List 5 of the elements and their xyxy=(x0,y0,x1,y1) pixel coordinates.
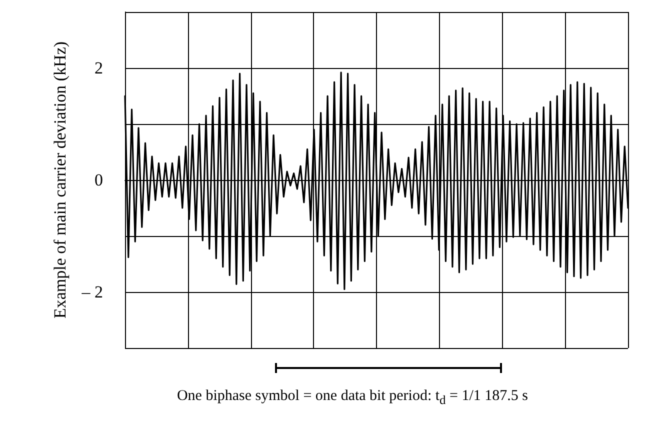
y-axis-title: Example of main carrier deviation (kHz) xyxy=(50,41,70,319)
y-tick-label: 2 xyxy=(94,58,103,78)
text: One biphase symbol = one data bit period: t$_{d}$ = 1/1 187.5 s xyxy=(176,388,530,408)
y-tick-label: – 2 xyxy=(80,282,103,302)
y-tick-label: 0 xyxy=(94,170,103,190)
